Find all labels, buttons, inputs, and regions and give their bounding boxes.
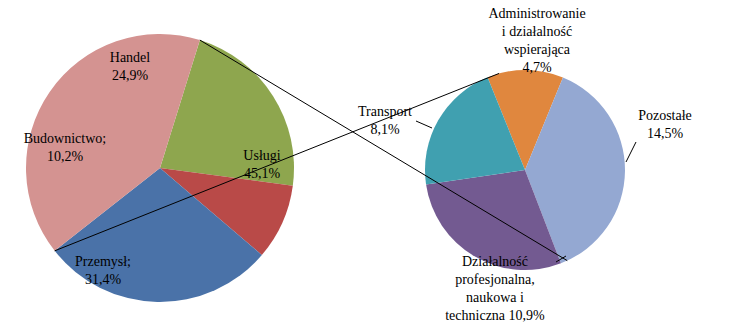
chart-canvas: Handel 24,9% Budownictwo; 10,2% Przemysł; 31,… [0,0,741,330]
slice-label: Administrowanie i działalność wspierająca [488,6,585,57]
connector-line [55,73,499,250]
slice-label-line: wspierająca [504,42,571,57]
leader-line [416,121,432,128]
connector-line [200,40,567,261]
pie-slice [425,77,525,184]
slice-label-line: techniczna [445,308,506,323]
value-label: 10,2% [47,149,84,164]
value-label: 10,9% [509,308,546,323]
value-label: 24,9% [112,68,149,83]
slice-label: Przemysł; [75,254,131,269]
slice-label: Budownictwo; [24,131,106,146]
slice-label-line: Przemysł; [75,254,131,269]
slice-label-line: profesjonalna, [455,272,535,287]
slice-label: Działalność profesjonalna, naukowa i techni… [445,254,545,323]
slice-label-line: Handel [110,50,151,65]
pie-slice [426,170,561,270]
slice-label-line: Budownictwo; [24,131,106,146]
pie [425,70,625,270]
slice-label-line: Usługi [243,148,280,163]
value-label: 4,7% [522,60,552,75]
slice-label-line: naukowa i [466,290,524,305]
slice-label: Handel [110,50,151,65]
slice-label-line: Administrowanie [488,6,585,21]
slice-label: Pozostałe [638,108,692,123]
value-label: 31,4% [85,272,122,287]
value-label: 14,5% [647,126,684,141]
slice-label: Usługi [243,148,280,163]
leader-line [626,142,636,162]
pie [26,34,294,302]
slice-label-line: i działalność [502,24,572,39]
slice-label-line: Pozostałe [638,108,692,123]
slice-label-line: Działalność [462,254,528,269]
value-label: 8,1% [370,122,400,137]
